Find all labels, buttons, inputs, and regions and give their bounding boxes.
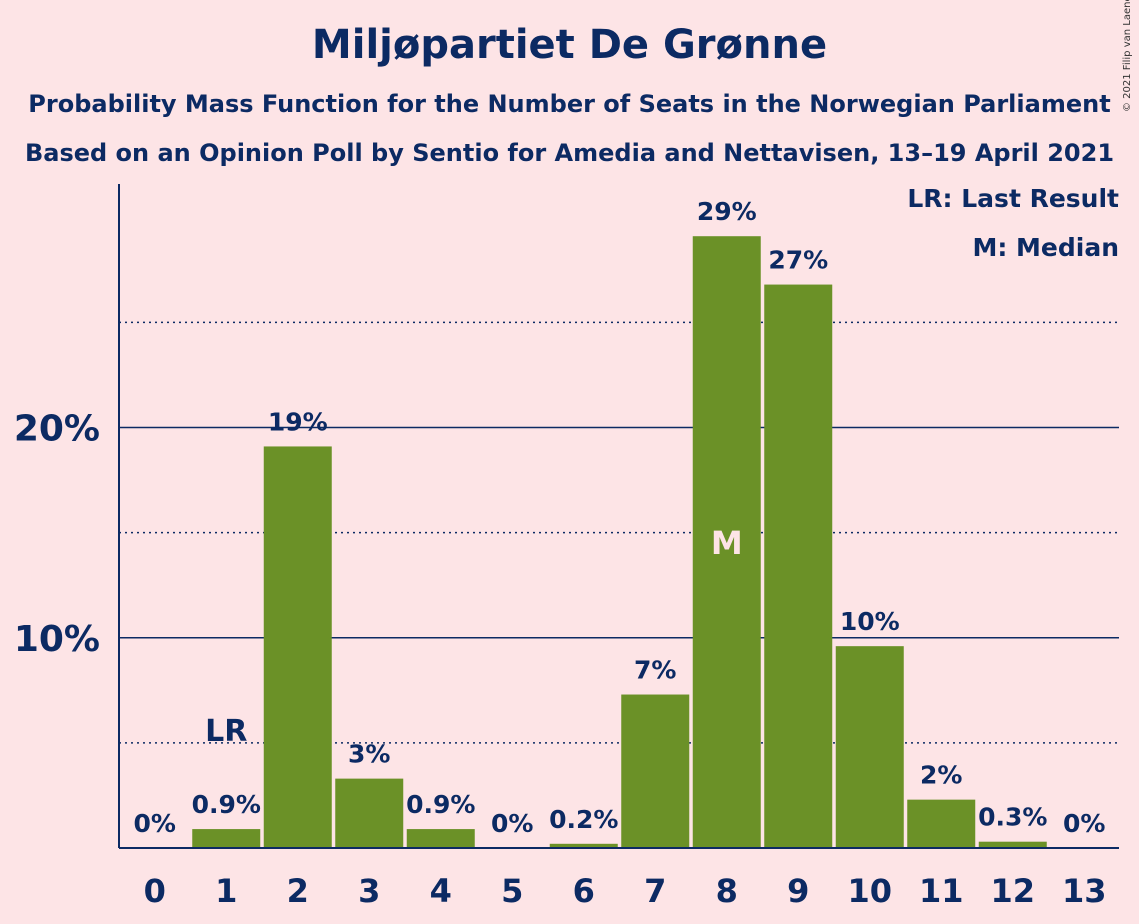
chart-subtitle: Probability Mass Function for the Number… [28,90,1111,118]
bar-value-label: 10% [840,607,900,636]
last-result-marker: LR [205,714,247,749]
bar-value-label: 7% [634,656,676,685]
bar-value-label: 19% [268,407,328,436]
bar-seats-8 [692,236,761,848]
x-tick-label: 2 [287,872,309,910]
bar-seats-9 [764,284,833,849]
x-tick-label: 12 [990,872,1035,910]
y-tick-label: 10% [14,619,100,660]
bar-value-label: 3% [348,740,390,769]
bar-value-label: 0% [1063,809,1105,838]
bar-value-label: 0.9% [406,790,475,819]
bar-value-label: 0.2% [549,805,618,834]
bar-value-label: 0.9% [192,790,261,819]
x-tick-label: 13 [1062,872,1107,910]
median-marker: M [711,524,743,562]
bar-seats-3 [335,778,404,848]
bar-seats-1 [192,829,261,848]
bar-seats-2 [263,446,332,848]
x-tick-label: 11 [919,872,964,910]
bar-value-label: 29% [697,197,757,226]
x-tick-label: 5 [501,872,523,910]
y-tick-label: 20% [14,409,100,450]
chart-subtitle-source: Based on an Opinion Poll by Sentio for A… [24,139,1115,167]
bar-seats-11 [907,799,976,848]
bar-value-label: 0% [134,809,176,838]
x-tick-label: 10 [847,872,892,910]
bar-value-label: 0.3% [978,803,1047,832]
x-tick-label: 0 [144,872,166,910]
legend-last-result: LR: Last Result [907,184,1119,213]
bar-value-label: 27% [768,246,828,275]
x-tick-label: 6 [573,872,595,910]
x-tick-label: 9 [787,872,809,910]
bar-value-label: 2% [920,761,962,790]
x-tick-label: 1 [215,872,237,910]
bar-seats-6 [549,843,618,848]
bar-value-label: 0% [491,809,533,838]
x-tick-label: 3 [358,872,380,910]
x-tick-label: 8 [716,872,738,910]
x-tick-label: 4 [430,872,452,910]
legend-median: M: Median [972,233,1119,262]
x-tick-label: 7 [644,872,666,910]
bar-seats-10 [835,646,904,848]
bar-seats-4 [406,829,475,848]
bar-seats-12 [978,841,1047,848]
chart-title: Miljøpartiet De Grønne [311,22,828,68]
bar-seats-7 [621,694,690,848]
